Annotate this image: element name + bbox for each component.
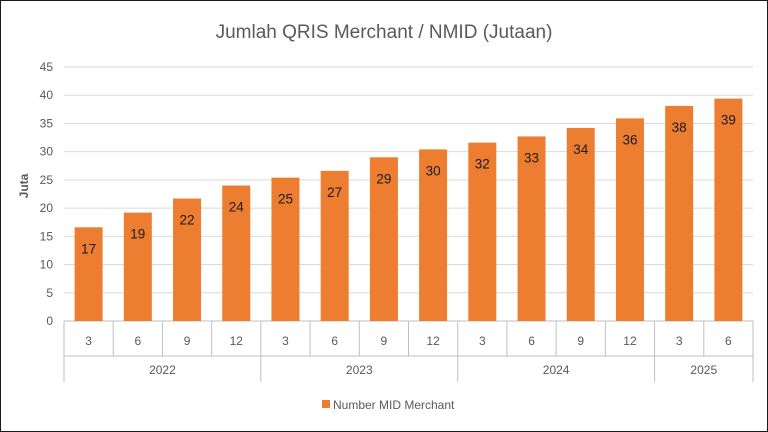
x-axis: 3 6 9 12 3 6 9 12 3 6 9 12 3 6 2022 2023 2024 2025 bbox=[63, 321, 754, 382]
bar bbox=[173, 198, 202, 321]
bar bbox=[222, 185, 251, 321]
y-tick-label: 20 bbox=[40, 201, 54, 215]
data-label: 25 bbox=[278, 192, 293, 207]
x-tick-label: 12 bbox=[230, 334, 244, 348]
bar bbox=[419, 149, 448, 321]
y-tick-label: 45 bbox=[40, 60, 54, 74]
data-label: 34 bbox=[573, 142, 589, 157]
bar bbox=[271, 177, 300, 321]
y-axis-ticks: 0 5 10 15 20 25 30 35 40 45 bbox=[40, 60, 54, 328]
x-group-label: 2022 bbox=[149, 363, 176, 377]
legend: Number MID Merchant bbox=[322, 398, 455, 412]
x-tick-label: 6 bbox=[725, 334, 732, 348]
x-tick-label: 9 bbox=[184, 334, 191, 348]
bars bbox=[74, 98, 743, 322]
x-group-label: 2025 bbox=[690, 363, 717, 377]
data-label: 17 bbox=[81, 241, 96, 256]
data-label: 30 bbox=[426, 163, 441, 178]
x-tick-label: 9 bbox=[577, 334, 584, 348]
y-tick-label: 30 bbox=[40, 145, 54, 159]
x-group-label: 2023 bbox=[346, 363, 373, 377]
bar bbox=[615, 118, 644, 321]
data-label: 33 bbox=[524, 150, 539, 165]
bar bbox=[123, 212, 152, 321]
x-tick-label: 6 bbox=[528, 334, 535, 348]
bar bbox=[74, 227, 103, 321]
y-tick-label: 0 bbox=[46, 314, 53, 328]
x-tick-label: 3 bbox=[85, 334, 92, 348]
bar bbox=[714, 98, 743, 321]
bar bbox=[320, 170, 349, 321]
data-labels: 17 19 22 24 25 27 29 30 32 33 34 36 38 39 bbox=[81, 113, 736, 257]
bar bbox=[517, 136, 546, 321]
data-label: 22 bbox=[180, 213, 195, 228]
y-tick-label: 15 bbox=[40, 229, 54, 243]
data-label: 38 bbox=[672, 120, 687, 135]
y-tick-label: 40 bbox=[40, 88, 54, 102]
x-tick-label: 6 bbox=[134, 334, 141, 348]
x-tick-label: 3 bbox=[282, 334, 289, 348]
x-tick-label: 3 bbox=[676, 334, 683, 348]
gridlines bbox=[64, 66, 753, 322]
bar bbox=[369, 157, 398, 321]
x-tick-label: 12 bbox=[623, 334, 637, 348]
data-label: 29 bbox=[376, 171, 391, 186]
data-label: 32 bbox=[475, 157, 490, 172]
data-label: 19 bbox=[130, 227, 145, 242]
chart-title: Jumlah QRIS Merchant / NMID (Jutaan) bbox=[216, 22, 553, 43]
bar bbox=[468, 142, 497, 321]
y-tick-label: 10 bbox=[40, 258, 54, 272]
x-tick-label: 9 bbox=[381, 334, 388, 348]
data-label: 24 bbox=[229, 200, 245, 215]
y-tick-label: 25 bbox=[40, 173, 54, 187]
data-label: 39 bbox=[721, 113, 736, 128]
bar bbox=[566, 127, 595, 322]
legend-swatch bbox=[322, 400, 330, 408]
bar bbox=[665, 105, 694, 322]
x-tick-label: 12 bbox=[426, 334, 440, 348]
y-tick-label: 35 bbox=[40, 116, 54, 130]
x-group-label: 2024 bbox=[543, 363, 570, 377]
x-tick-label: 3 bbox=[479, 334, 486, 348]
x-tick-label: 6 bbox=[331, 334, 338, 348]
legend-label: Number MID Merchant bbox=[333, 398, 455, 412]
y-axis-label: Juta bbox=[17, 173, 31, 198]
data-label: 27 bbox=[327, 185, 342, 200]
data-label: 36 bbox=[622, 132, 637, 147]
y-tick-label: 5 bbox=[46, 286, 53, 300]
